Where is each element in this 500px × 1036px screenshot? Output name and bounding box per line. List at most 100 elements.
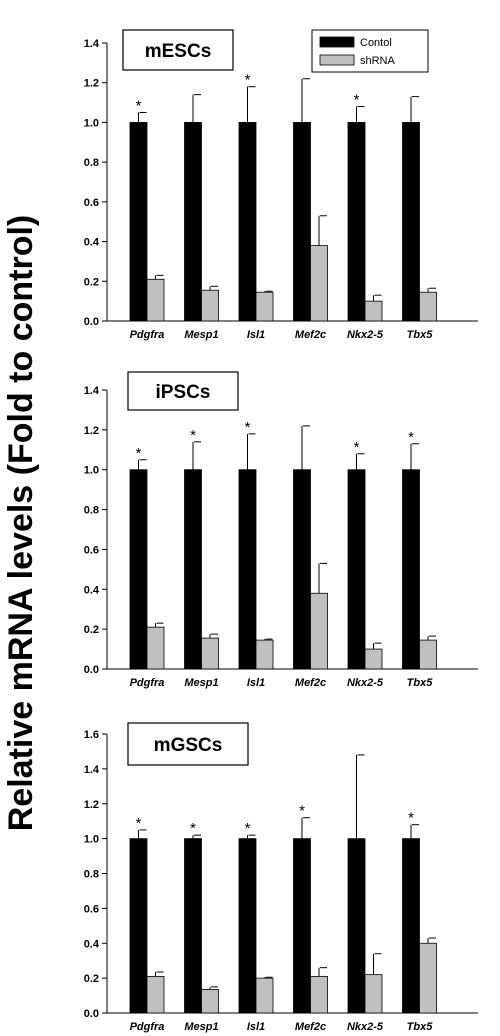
bar-shrna-pdgfra <box>146 626 165 670</box>
bar-shrna-nkx2-5 <box>364 300 383 322</box>
legend-label-control: Contol <box>360 37 392 49</box>
significance-marker: * <box>245 820 251 837</box>
y-tick-label: 0.8 <box>84 869 99 881</box>
y-tick-label: 1.6 <box>84 729 99 741</box>
y-tick-label: 0.0 <box>84 316 99 328</box>
x-tick-label-nkx2-5: Nkx2-5 <box>347 1021 384 1033</box>
x-tick-label-pdgfra: Pdgfra <box>130 329 165 341</box>
bar-shrna-mef2c <box>310 975 328 1014</box>
y-tick-label: 0.4 <box>84 938 100 950</box>
y-tick-label: 1.2 <box>84 799 99 811</box>
significance-marker: * <box>245 72 251 89</box>
bar-shrna-mef2c <box>310 592 328 670</box>
bar-contol-pdgfra <box>129 122 148 322</box>
y-tick-label: 0.2 <box>84 276 99 288</box>
significance-marker: * <box>354 92 360 109</box>
bar-contol-tbx5 <box>402 838 420 1014</box>
bar-contol-isl1 <box>238 838 257 1014</box>
x-tick-label-nkx2-5: Nkx2-5 <box>347 677 384 689</box>
x-tick-label-mesp1: Mesp1 <box>184 329 218 341</box>
significance-marker: * <box>136 98 142 115</box>
significance-marker: * <box>190 820 196 837</box>
significance-marker: * <box>408 810 414 827</box>
significance-marker: * <box>136 815 142 832</box>
bar-contol-mesp1 <box>184 469 202 670</box>
panel-title: mGSCs <box>154 735 223 756</box>
y-tick-label: 1.0 <box>84 834 99 846</box>
x-tick-label-mef2c: Mef2c <box>295 677 326 689</box>
panel-title: mESCs <box>145 41 212 62</box>
y-tick-label: 0.0 <box>84 664 99 676</box>
bar-contol-pdgfra <box>129 838 148 1014</box>
panel-title: iPSCs <box>156 382 211 403</box>
y-tick-label: 1.4 <box>84 38 100 50</box>
significance-marker: * <box>136 445 142 462</box>
y-tick-label: 1.2 <box>84 78 99 90</box>
x-tick-label-tbx5: Tbx5 <box>407 1021 434 1033</box>
bar-shrna-mesp1 <box>201 637 219 670</box>
y-tick-label: 1.4 <box>84 764 100 776</box>
y-tick-label: 0.6 <box>84 544 99 556</box>
bar-contol-mef2c <box>293 469 311 670</box>
y-tick-label: 0.8 <box>84 505 99 517</box>
significance-marker: * <box>299 803 305 820</box>
significance-marker: * <box>245 419 251 436</box>
x-tick-label-pdgfra: Pdgfra <box>130 677 165 689</box>
bar-contol-mesp1 <box>184 122 202 322</box>
y-tick-label: 1.0 <box>84 117 99 129</box>
x-tick-label-mesp1: Mesp1 <box>184 677 218 689</box>
bar-shrna-pdgfra <box>146 278 165 322</box>
chart-panel-mescs: mESCs 0.0 0.2 0.4 0.6 0.8 1.0 1.2 1.4 * Pdgfra Mesp… <box>84 29 478 341</box>
y-tick-label: 1.2 <box>84 425 99 437</box>
x-tick-label-mesp1: Mesp1 <box>184 1021 218 1033</box>
x-tick-label-tbx5: Tbx5 <box>407 677 434 689</box>
legend: Contol shRNA <box>311 29 429 73</box>
y-tick-label: 0.2 <box>84 973 99 985</box>
panel-title-box <box>127 722 249 766</box>
x-tick-label-isl1: Isl1 <box>247 329 265 341</box>
legend-label-shrna: shRNA <box>360 55 396 67</box>
x-tick-label-nkx2-5: Nkx2-5 <box>347 329 384 341</box>
panel-title-box <box>122 29 234 71</box>
legend-swatch-shrna <box>319 54 355 66</box>
bar-contol-isl1 <box>238 122 257 322</box>
bar-contol-mesp1 <box>184 838 202 1014</box>
bar-shrna-nkx2-5 <box>364 648 383 670</box>
bar-shrna-mef2c <box>310 245 328 322</box>
significance-marker: * <box>354 439 360 456</box>
bar-shrna-tbx5 <box>419 639 437 670</box>
x-tick-label-mef2c: Mef2c <box>295 1021 326 1033</box>
x-tick-label-isl1: Isl1 <box>247 677 265 689</box>
bar-shrna-mesp1 <box>201 989 219 1014</box>
bar-contol-isl1 <box>238 469 257 670</box>
x-tick-label-mef2c: Mef2c <box>295 329 326 341</box>
legend-swatch-control <box>319 36 355 48</box>
bar-contol-pdgfra <box>129 469 148 670</box>
bar-contol-nkx2-5 <box>347 838 366 1014</box>
panel-title-box <box>127 371 239 411</box>
chart-panel-ipscs: iPSCs 0.0 0.2 0.4 0.6 0.8 1.0 1.2 1.4 * Pdgfra * Mes… <box>84 371 478 689</box>
bar-shrna-nkx2-5 <box>364 974 383 1014</box>
y-tick-label: 0.4 <box>84 237 100 249</box>
y-tick-label: 0.6 <box>84 903 99 915</box>
chart-panel-mgscs: mGSCs 0.0 0.2 0.4 0.6 0.8 1.0 1.2 1.4 1.6 * Pdgfra *… <box>84 722 478 1033</box>
bar-shrna-tbx5 <box>419 942 437 1014</box>
y-tick-label: 0.0 <box>84 1008 99 1020</box>
x-tick-label-tbx5: Tbx5 <box>407 329 434 341</box>
x-tick-label-isl1: Isl1 <box>247 1021 265 1033</box>
y-tick-label: 0.4 <box>84 584 100 596</box>
bar-contol-mef2c <box>293 122 311 322</box>
significance-marker: * <box>408 429 414 446</box>
bar-shrna-tbx5 <box>419 291 437 322</box>
y-tick-label: 1.0 <box>84 465 99 477</box>
bar-shrna-pdgfra <box>146 975 165 1014</box>
x-tick-label-pdgfra: Pdgfra <box>130 1021 165 1033</box>
y-axis-label: Relative mRNA levels (Fold to control) <box>2 215 40 832</box>
bar-contol-nkx2-5 <box>347 122 366 322</box>
bar-shrna-isl1 <box>255 639 274 670</box>
bar-shrna-isl1 <box>255 291 274 322</box>
bar-contol-tbx5 <box>402 122 420 322</box>
y-tick-label: 0.8 <box>84 157 99 169</box>
bar-shrna-mesp1 <box>201 289 219 322</box>
